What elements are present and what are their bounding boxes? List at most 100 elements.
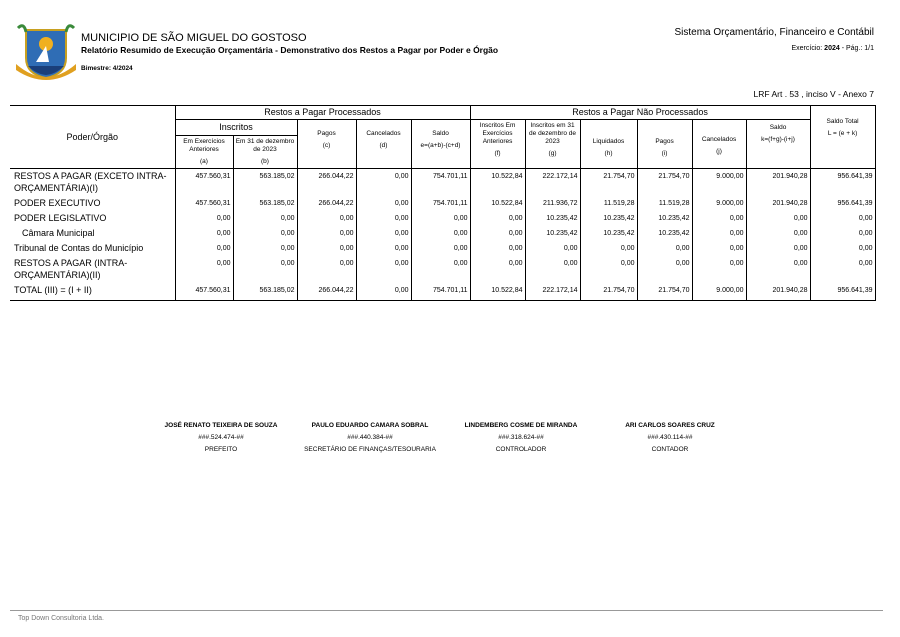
cell: 10.235,42: [524, 226, 581, 241]
cell: 21.754,70: [579, 283, 638, 301]
column-label: Inscritos Em Exercícios Anteriores: [479, 122, 516, 145]
signature: PAULO EDUARDO CAMARA SOBRAL ###.440.384-#…: [280, 420, 460, 456]
signature-name: JOSÉ RENATO TEIXEIRA DE SOUZA: [164, 422, 278, 429]
cell: 754.701,11: [410, 168, 471, 196]
exercise-year: 2024: [824, 45, 840, 52]
column-header: Em 31 de dezembro de 2023 (b): [232, 135, 298, 169]
cell: 0,00: [355, 283, 412, 301]
column-header: Cancelados (d): [355, 119, 412, 169]
cell: 0,00: [469, 241, 526, 256]
cell: 10.522,84: [469, 196, 526, 211]
column-code: (d): [379, 142, 388, 149]
column-header: Inscritos em 31 de dezembro de 2023 (g): [524, 119, 581, 169]
cell: 0,00: [410, 226, 471, 241]
cell: 457.560,31: [174, 196, 234, 211]
column-header: Pagos (c): [296, 119, 357, 169]
column-header: Em Exercícios Anteriores (a): [174, 135, 234, 169]
cell: 9.000,00: [691, 196, 747, 211]
cell: 0,00: [296, 241, 357, 256]
column-code: L = (e + k): [827, 130, 858, 137]
column-label: Saldo Total: [826, 118, 859, 125]
column-code: (c): [322, 142, 331, 149]
municipality: MUNICIPIO DE SÃO MIGUEL DO GOSTOSO: [81, 32, 307, 44]
cell: 222.172,14: [524, 283, 581, 301]
column-header: Saldo e=(a+b)-(c+d): [410, 119, 471, 169]
cell: 563.185,02: [232, 168, 298, 196]
cell: 0,00: [469, 226, 526, 241]
column-label: Saldo: [432, 130, 449, 137]
cell: 10.522,84: [469, 283, 526, 301]
signature: JOSÉ RENATO TEIXEIRA DE SOUZA ###.524.474…: [131, 420, 311, 456]
column-code: (b): [261, 158, 269, 165]
table-row: PODER LEGISLATIVO 0,00 0,00 0,00 0,00 0,00 0,0…: [10, 211, 876, 226]
column-header: Inscritos Em Exercícios Anteriores (f): [469, 119, 526, 169]
cell: 10.235,42: [636, 211, 693, 226]
cell: 754.701,11: [410, 283, 471, 301]
cell: 457.560,31: [174, 168, 234, 196]
cell: 222.172,14: [524, 168, 581, 196]
row-label: RESTOS A PAGAR (EXCETO INTRA-ORÇAMENTÁRI…: [10, 168, 176, 196]
cell: 0,00: [355, 241, 412, 256]
cell: 21.754,70: [579, 168, 638, 196]
cell: 21.754,70: [636, 168, 693, 196]
cell: 0,00: [745, 241, 811, 256]
column-code: k=(f+g)-(i+j): [761, 136, 795, 143]
column-header: Saldo Total L = (e + k): [809, 105, 876, 169]
table-row: TOTAL (III) = (I + II) 457.560,31 563.185,…: [10, 283, 876, 301]
row-label: Câmara Municipal: [10, 226, 176, 241]
table-row: PODER EXECUTIVO 457.560,31 563.185,02 266.0…: [10, 196, 876, 211]
cell: 0,00: [524, 241, 581, 256]
cell: 0,00: [691, 226, 747, 241]
exercise: Exercício: 2024 - Pág.: 1/1: [791, 45, 874, 52]
cell: 0,00: [174, 256, 234, 283]
cell: 11.519,28: [579, 196, 638, 211]
cell: 0,00: [174, 211, 234, 226]
cell: 563.185,02: [232, 196, 298, 211]
cell: 11.519,28: [636, 196, 693, 211]
cell: 0,00: [636, 241, 693, 256]
cell: 0,00: [174, 226, 234, 241]
cell: 0,00: [691, 211, 747, 226]
column-code: (h): [604, 150, 613, 157]
table-row: RESTOS A PAGAR (INTRA-ORÇAMENTÁRIA)(II) 0…: [10, 256, 876, 283]
row-label: RESTOS A PAGAR (INTRA-ORÇAMENTÁRIA)(II): [10, 256, 176, 283]
cell: 9.000,00: [691, 168, 747, 196]
cell: 563.185,02: [232, 283, 298, 301]
cell: 0,00: [809, 256, 876, 283]
cell: 0,00: [524, 256, 581, 283]
column-label: Cancelados: [701, 136, 737, 143]
group-header: Restos a Pagar Não Processados: [469, 105, 811, 120]
cell: 956.641,39: [809, 196, 876, 211]
signature-role: CONTROLADOR: [495, 446, 547, 453]
column-label: Em Exercícios Anteriores: [183, 138, 225, 153]
table-row: Tribunal de Contas do Município 0,00 0,00 0…: [10, 241, 876, 256]
footer: Top Down Consultoria Ltda.: [18, 615, 104, 622]
period: Bimestre: 4/2024: [81, 65, 133, 72]
cell: 10.235,42: [579, 226, 638, 241]
cell: 10.522,84: [469, 168, 526, 196]
cell: 0,00: [636, 256, 693, 283]
column-label: Pagos: [317, 130, 336, 137]
signature-id: ###.524.474-##: [198, 434, 244, 441]
table: Poder/Órgão Restos a Pagar Processados R…: [10, 105, 876, 301]
cell: 754.701,11: [410, 196, 471, 211]
exercise-label: Exercício:: [791, 45, 823, 52]
signature-name: LINDEMBERG COSME DE MIRANDA: [464, 422, 578, 429]
cell: 10.235,42: [636, 226, 693, 241]
system-name: Sistema Orçamentário, Financeiro e Contá…: [674, 27, 874, 38]
cell: 0,00: [469, 256, 526, 283]
group-header: Inscritos: [174, 119, 298, 136]
report-title: Relatório Resumido de Execução Orçamentá…: [81, 45, 499, 55]
cell: 0,00: [355, 196, 412, 211]
logo: [16, 24, 76, 80]
column-label: Liquidados: [592, 138, 625, 145]
cell: 0,00: [809, 241, 876, 256]
cell: 0,00: [355, 168, 412, 196]
cell: 0,00: [410, 211, 471, 226]
cell: 9.000,00: [691, 283, 747, 301]
cell: 0,00: [355, 211, 412, 226]
signature-id: ###.440.384-##: [347, 434, 393, 441]
column-label: Inscritos em 31 de dezembro de 2023: [529, 122, 577, 145]
cell: 0,00: [296, 226, 357, 241]
